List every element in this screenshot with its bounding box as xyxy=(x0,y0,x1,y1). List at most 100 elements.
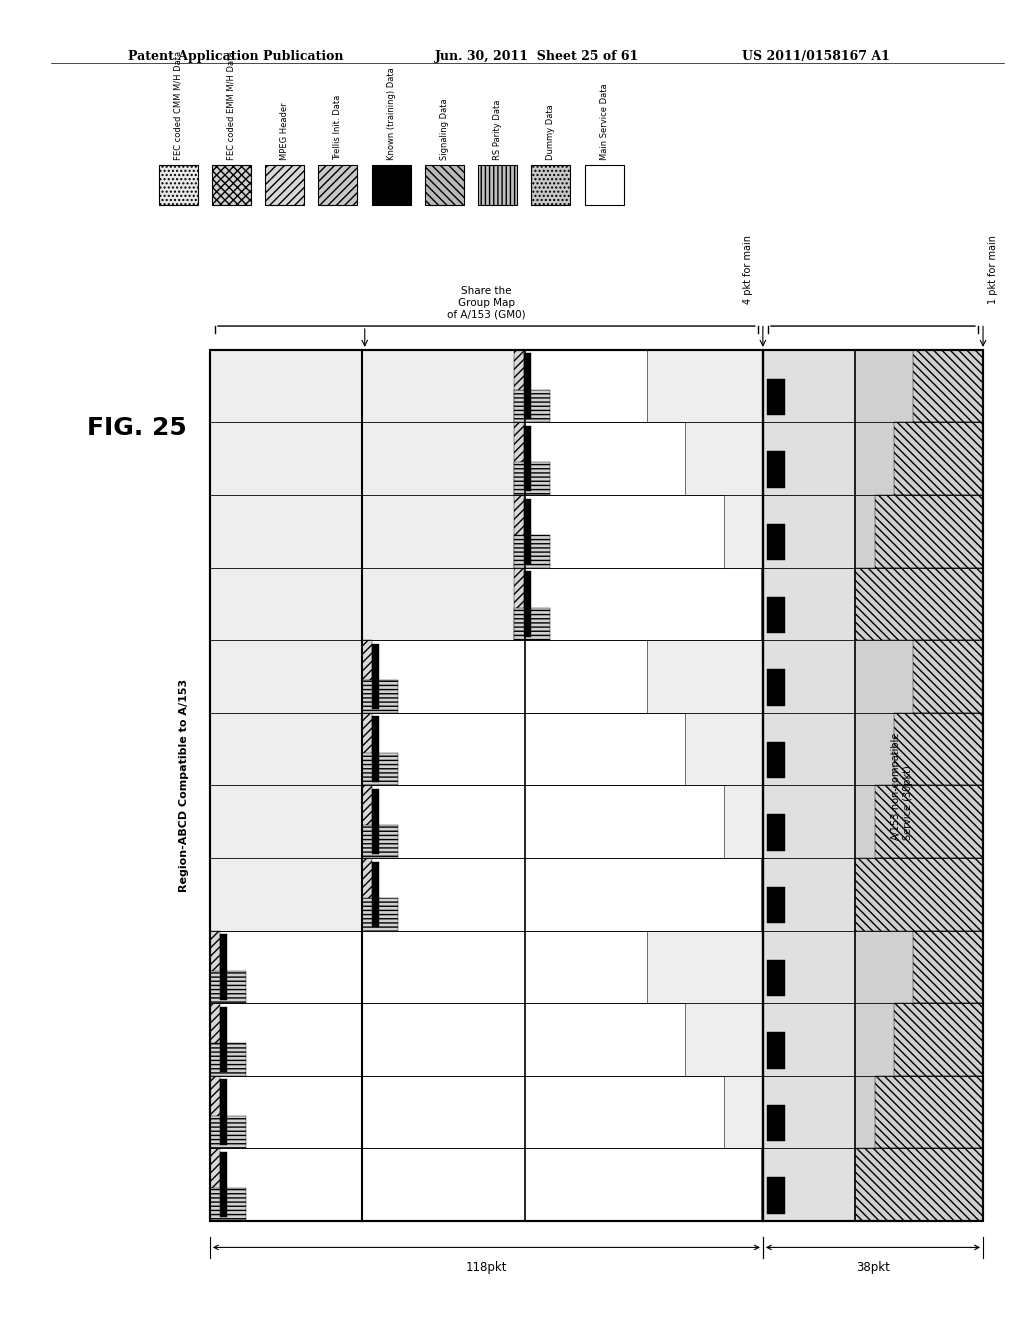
Bar xyxy=(524,354,530,418)
Bar xyxy=(379,785,724,858)
Bar xyxy=(220,1080,226,1144)
Bar xyxy=(362,680,398,713)
Text: 38pkt: 38pkt xyxy=(856,1261,890,1274)
Bar xyxy=(531,165,570,205)
Bar xyxy=(530,495,724,568)
Bar xyxy=(372,789,379,854)
Bar xyxy=(763,350,983,1221)
Bar xyxy=(912,640,983,713)
Bar xyxy=(514,495,524,568)
Text: 118pkt: 118pkt xyxy=(466,1261,507,1274)
Bar xyxy=(767,379,784,416)
Bar xyxy=(372,862,379,927)
Text: Region-ABCD Compatible to A/153: Region-ABCD Compatible to A/153 xyxy=(179,678,189,892)
Text: FEC coded CMM M/H Data: FEC coded CMM M/H Data xyxy=(174,50,182,160)
Bar xyxy=(855,495,983,568)
Bar xyxy=(585,165,624,205)
Bar xyxy=(210,1003,685,1076)
Bar xyxy=(220,935,226,999)
Bar xyxy=(874,785,983,858)
Bar xyxy=(855,568,983,640)
Bar xyxy=(855,568,983,640)
Bar xyxy=(379,640,647,713)
Bar xyxy=(210,1076,220,1148)
Bar xyxy=(855,422,983,495)
Bar xyxy=(210,1003,220,1076)
Bar xyxy=(210,350,763,1221)
Bar xyxy=(210,931,220,1003)
Bar xyxy=(362,858,761,931)
Bar xyxy=(514,462,550,495)
Bar xyxy=(362,640,372,713)
Bar xyxy=(714,1076,724,1148)
Text: A/153-non-compatible
Service (30pkt): A/153-non-compatible Service (30pkt) xyxy=(891,731,912,840)
Bar xyxy=(210,931,647,1003)
Bar xyxy=(767,814,784,850)
Bar xyxy=(912,350,983,422)
Text: Patent Application Publication: Patent Application Publication xyxy=(128,50,343,63)
Bar xyxy=(855,640,983,713)
Bar xyxy=(894,1003,983,1076)
Bar xyxy=(637,640,647,713)
Bar xyxy=(767,887,784,924)
Bar xyxy=(751,1148,761,1221)
Bar xyxy=(751,568,761,640)
Bar xyxy=(362,713,372,785)
Bar xyxy=(767,669,784,705)
Bar xyxy=(767,451,784,488)
Bar xyxy=(220,1007,226,1072)
Bar xyxy=(767,742,784,777)
Text: Dummy Data: Dummy Data xyxy=(547,104,555,160)
Text: FIG. 25: FIG. 25 xyxy=(87,416,186,440)
Bar xyxy=(226,1076,724,1148)
Bar xyxy=(372,644,379,709)
Bar xyxy=(524,499,530,564)
Bar xyxy=(318,165,357,205)
Bar xyxy=(912,931,983,1003)
Text: RS Parity Data: RS Parity Data xyxy=(494,99,502,160)
Bar xyxy=(226,1148,761,1221)
Bar xyxy=(714,495,724,568)
Bar xyxy=(524,426,530,491)
Bar xyxy=(855,1148,983,1221)
Bar xyxy=(855,931,983,1003)
Bar xyxy=(210,350,763,1221)
Bar xyxy=(210,1148,220,1221)
Bar xyxy=(425,165,464,205)
Bar xyxy=(530,350,647,422)
Bar xyxy=(855,858,983,931)
Bar xyxy=(855,713,983,785)
Bar xyxy=(210,1076,724,1148)
Bar xyxy=(767,1177,784,1214)
Text: Signaling Data: Signaling Data xyxy=(440,98,449,160)
Bar xyxy=(530,422,685,495)
Bar xyxy=(362,825,398,858)
Bar xyxy=(767,524,784,561)
Bar xyxy=(637,350,647,422)
Bar xyxy=(855,1003,983,1076)
Bar xyxy=(226,931,647,1003)
Bar xyxy=(751,858,761,931)
Bar xyxy=(362,898,398,931)
Bar xyxy=(210,1043,246,1076)
Bar xyxy=(362,785,372,858)
Bar xyxy=(372,165,411,205)
Bar xyxy=(514,607,550,640)
Bar xyxy=(362,752,398,785)
Bar xyxy=(478,165,517,205)
Bar xyxy=(676,1003,685,1076)
Bar xyxy=(714,785,724,858)
Bar xyxy=(514,350,647,422)
Bar xyxy=(212,165,251,205)
Bar xyxy=(362,785,724,858)
Bar xyxy=(514,389,550,422)
Bar xyxy=(767,1032,784,1069)
Bar xyxy=(637,931,647,1003)
Bar xyxy=(362,858,372,931)
Bar xyxy=(514,535,550,568)
Bar xyxy=(514,350,524,422)
Bar xyxy=(362,640,647,713)
Bar xyxy=(763,350,983,1221)
Bar xyxy=(894,713,983,785)
Bar xyxy=(362,713,685,785)
